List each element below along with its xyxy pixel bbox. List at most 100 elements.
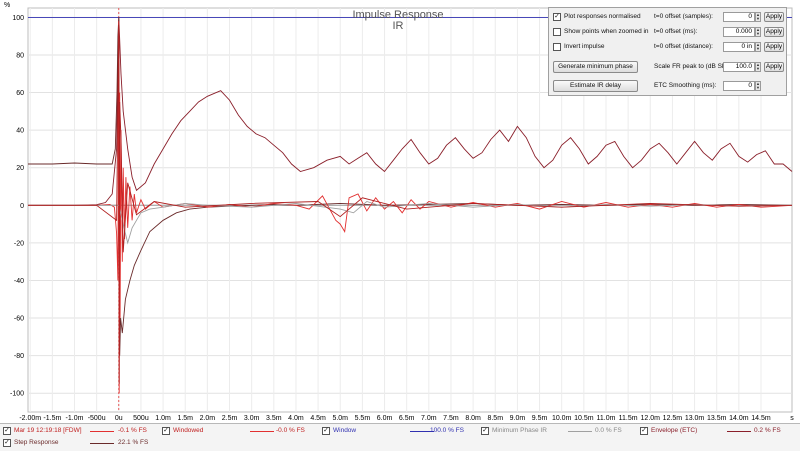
- legend-name-min-phase: Minimum Phase IR: [492, 427, 547, 434]
- y-tick-labels: 100 80 60 40 20 0 -20 -40 -60 -80 -100: [10, 15, 24, 398]
- y-tick-label-4: 20: [16, 165, 24, 172]
- x-unit-label: s: [790, 415, 794, 422]
- series-group: [28, 16, 793, 394]
- x-tick-label-16: 6.0m: [377, 415, 393, 422]
- legend-swatch-envelope: [727, 431, 751, 432]
- offset-ms-spinner[interactable]: ▲ ▼: [755, 27, 761, 37]
- invert-impulse-label: Invert impulse: [564, 43, 605, 50]
- scale-fr-label: Scale FR peak to (dB SPL):: [654, 63, 734, 70]
- legend-checkbox-envelope[interactable]: ✓: [640, 427, 648, 435]
- etc-smoothing-spinner[interactable]: ▲ ▼: [755, 81, 761, 91]
- estimate-ir-delay-button[interactable]: Estimate IR delay: [553, 80, 638, 92]
- y-tick-label-2: 60: [16, 90, 24, 97]
- series-line-windowed: [28, 24, 793, 384]
- x-tick-label-27: 11.5m: [619, 415, 638, 422]
- y-tick-label-8: -60: [14, 316, 24, 323]
- x-tick-label-15: 5.5m: [355, 415, 371, 422]
- chart-subtitle: IR: [393, 20, 404, 32]
- legend-value-step: 22.1 % FS: [118, 439, 149, 446]
- show-points-label: Show points when zoomed in: [564, 28, 649, 35]
- x-tick-label-13: 4.5m: [310, 415, 326, 422]
- legend-name-step: Step Response: [14, 439, 59, 446]
- offset-ms-input[interactable]: 0.000: [723, 27, 755, 37]
- x-tick-label-10: 3.0m: [244, 415, 260, 422]
- legend-checkbox-min-phase[interactable]: ✓: [481, 427, 489, 435]
- scale-fr-input[interactable]: 100.0: [723, 62, 755, 72]
- offset-ms-apply-button[interactable]: Apply: [764, 27, 784, 37]
- generate-min-phase-button[interactable]: Generate minimum phase: [553, 61, 638, 73]
- x-tick-label-14: 5.0m: [332, 415, 348, 422]
- x-tick-label-24: 10.0m: [552, 415, 572, 422]
- y-tick-label-0: 100: [12, 15, 24, 22]
- chart-title: Impulse Response: [352, 9, 443, 21]
- legend-checkbox-step[interactable]: ✓: [3, 439, 11, 447]
- x-tick-label-23: 9.5m: [532, 415, 548, 422]
- legend-checkbox-fdw[interactable]: ✓: [3, 427, 11, 435]
- x-tick-label-6: 1.0m: [155, 415, 171, 422]
- offset-distance-input[interactable]: 0 in: [723, 42, 755, 52]
- etc-smoothing-label: ETC Smoothing (ms):: [654, 82, 717, 89]
- offset-samples-spinner[interactable]: ▲ ▼: [755, 12, 761, 22]
- legend-name-window: Window: [333, 427, 357, 434]
- x-tick-label-20: 8.0m: [465, 415, 481, 422]
- legend-checkbox-windowed[interactable]: ✓: [162, 427, 170, 435]
- legend-name-fdw: Mar 19 12:19:18 [FDW]: [14, 427, 82, 434]
- x-tick-labels: -2.00m -1.5m -1.0m -500u 0u 500u 1.0m 1.5m 2.0m 2…: [19, 415, 771, 422]
- x-tick-label-31: 13.5m: [707, 415, 727, 422]
- legend-value-windowed: -0.0 % FS: [276, 427, 305, 434]
- x-tick-label-0: -2.00m: [19, 415, 41, 422]
- y-tick-label-5: 0: [20, 203, 24, 210]
- offset-samples-input[interactable]: 0: [723, 12, 755, 22]
- legend-name-windowed: Windowed: [173, 427, 204, 434]
- x-tick-label-7: 1.5m: [177, 415, 193, 422]
- offset-ms-label: t=0 offset (ms):: [654, 28, 698, 35]
- y-tick-label-6: -20: [14, 240, 24, 247]
- y-tick-label-3: 40: [16, 128, 24, 135]
- plot-normalised-label: Plot responses normalised: [564, 13, 641, 20]
- x-tick-label-22: 9.0m: [510, 415, 526, 422]
- etc-smoothing-input[interactable]: 0: [723, 81, 755, 91]
- legend-value-window: 100.0 % FS: [430, 427, 464, 434]
- plot-frame: [27, 7, 793, 413]
- x-tick-label-1: -1.5m: [43, 415, 61, 422]
- controls-panel: ✓ Plot responses normalised Show points …: [548, 7, 787, 96]
- y-tick-label-9: -80: [14, 353, 24, 360]
- x-tick-label-3: -500u: [88, 415, 106, 422]
- legend-checkbox-window[interactable]: ✓: [322, 427, 330, 435]
- x-tick-label-4: 0u: [115, 415, 123, 422]
- legend-swatch-window: [410, 431, 434, 432]
- offset-distance-apply-button[interactable]: Apply: [764, 42, 784, 52]
- x-tick-label-32: 14.0m: [729, 415, 749, 422]
- scale-fr-apply-button[interactable]: Apply: [764, 62, 784, 72]
- series-line-envelope-etc-: [28, 17, 793, 206]
- invert-impulse-checkbox[interactable]: [553, 43, 561, 51]
- x-tick-label-30: 13.0m: [685, 415, 705, 422]
- x-tick-label-12: 4.0m: [288, 415, 304, 422]
- plot-normalised-checkbox[interactable]: ✓: [553, 13, 561, 21]
- y-axis-label: %: [4, 2, 10, 9]
- x-tick-label-17: 6.5m: [399, 415, 415, 422]
- offset-distance-spinner[interactable]: ▲ ▼: [755, 42, 761, 52]
- legend-swatch-step: [90, 443, 114, 444]
- x-tick-label-28: 12.0m: [641, 415, 661, 422]
- legend-swatch-fdw: [90, 431, 114, 432]
- legend-swatch-windowed: [250, 431, 274, 432]
- x-tick-label-25: 10.5m: [574, 415, 594, 422]
- x-tick-label-2: -1.0m: [66, 415, 84, 422]
- show-points-checkbox[interactable]: [553, 28, 561, 36]
- offset-samples-apply-button[interactable]: Apply: [764, 12, 784, 22]
- x-tick-label-9: 2.5m: [222, 415, 238, 422]
- legend-bar: ✓ Mar 19 12:19:18 [FDW] -0.1 % FS ✓ Wind…: [0, 423, 800, 451]
- offset-samples-label: t=0 offset (samples):: [654, 13, 713, 20]
- x-tick-label-19: 7.5m: [443, 415, 459, 422]
- x-tick-label-8: 2.0m: [200, 415, 216, 422]
- legend-name-envelope: Envelope (ETC): [651, 427, 698, 434]
- y-tick-label-1: 80: [16, 52, 24, 59]
- x-tick-label-11: 3.5m: [266, 415, 282, 422]
- legend-value-min-phase: 0.0 % FS: [595, 427, 622, 434]
- series-line-minimum-phase-ir: [28, 200, 793, 245]
- x-tick-label-26: 11.0m: [597, 415, 616, 422]
- legend-swatch-min-phase: [568, 431, 592, 432]
- legend-value-envelope: 0.2 % FS: [754, 427, 781, 434]
- scale-fr-spinner[interactable]: ▲ ▼: [755, 62, 761, 72]
